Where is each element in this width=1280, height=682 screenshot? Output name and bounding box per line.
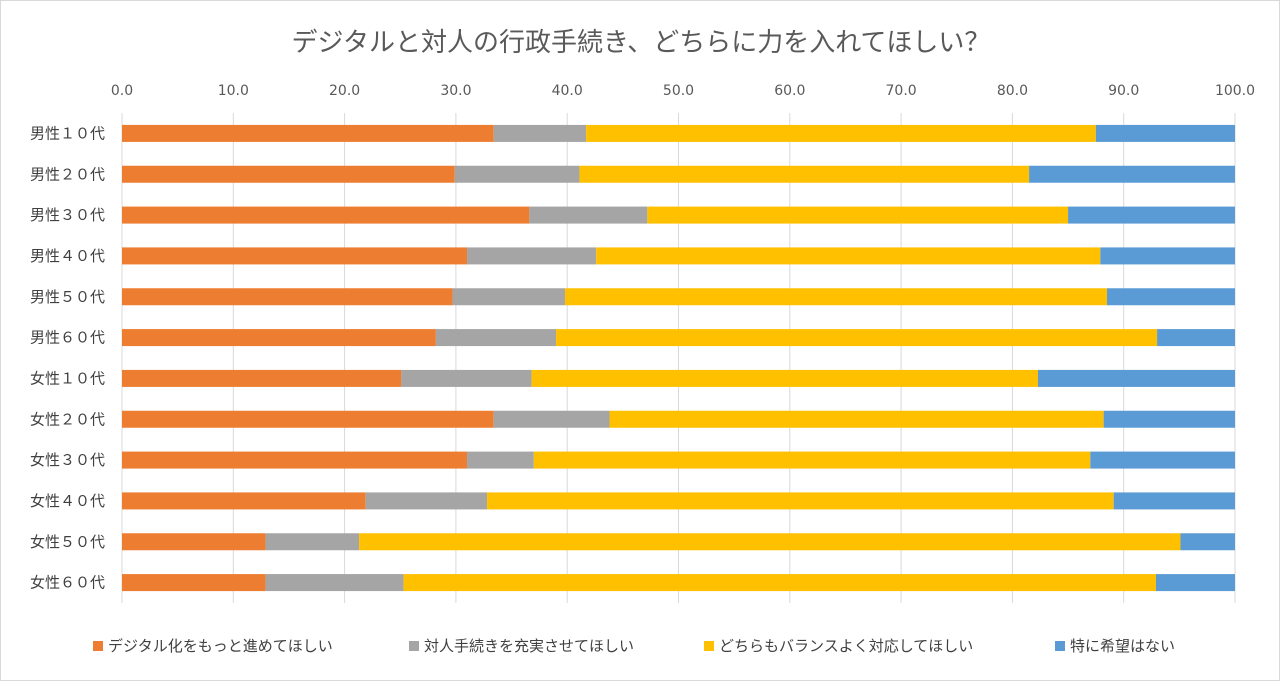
- bar-segment: [1113, 492, 1235, 510]
- bar-segment: [531, 369, 1038, 387]
- bar-segment: [122, 165, 455, 183]
- x-tick-label: 0.0: [111, 83, 133, 99]
- category-label: 男性２０代: [30, 165, 105, 183]
- bar-segment: [359, 533, 1181, 551]
- x-tick-label: 40.0: [552, 83, 583, 99]
- bar-segment: [122, 369, 402, 387]
- bar-segment: [1095, 124, 1235, 142]
- bar-segment: [435, 329, 557, 347]
- category-label: 男性５０代: [30, 288, 105, 306]
- legend-swatch: [93, 641, 103, 651]
- bar-segment: [596, 247, 1101, 265]
- bar-segment: [579, 165, 1030, 183]
- gridlines: [121, 113, 1236, 603]
- bars: [122, 124, 1235, 592]
- bar-segment: [122, 329, 436, 347]
- x-tick-label: 10.0: [218, 83, 249, 99]
- bar-segment: [122, 574, 266, 592]
- bar-segment: [122, 247, 468, 265]
- category-label: 女性２０代: [30, 410, 105, 428]
- x-tick-label: 50.0: [663, 83, 694, 99]
- bar-segment: [1090, 451, 1235, 469]
- x-tick-label: 100.0: [1215, 83, 1255, 99]
- bar-segment: [122, 410, 494, 428]
- bar-segment: [1037, 369, 1235, 387]
- bar-segment: [1029, 165, 1235, 183]
- bar-segment: [533, 451, 1091, 469]
- x-tick-label: 20.0: [329, 83, 360, 99]
- bar-segment: [1157, 329, 1235, 347]
- bar-segment: [1100, 247, 1235, 265]
- bar-segment: [647, 206, 1069, 224]
- x-tick-label: 30.0: [440, 83, 471, 99]
- bar-segment: [122, 533, 266, 551]
- chart-title: デジタルと対人の行政手続き、どちらに力を入れてほしい？: [292, 28, 991, 58]
- category-label: 男性４０代: [30, 247, 105, 265]
- category-label: 女性３０代: [30, 451, 105, 469]
- category-label: 女性４０代: [30, 492, 105, 510]
- category-label: 男性３０代: [30, 206, 105, 224]
- bar-segment: [1180, 533, 1235, 551]
- bar-segment: [1107, 288, 1235, 306]
- bar-segment: [122, 451, 468, 469]
- legend: デジタル化をもっと進めてほしい 対人手続きを充実させてほしい どちらもバランスよく対…: [93, 637, 1175, 655]
- bar-segment: [403, 574, 1156, 592]
- category-label: 女性５０代: [30, 533, 105, 551]
- bar-segment: [265, 533, 360, 551]
- legend-label: 対人手続きを充実させてほしい: [424, 637, 634, 655]
- bar-segment: [564, 288, 1108, 306]
- bar-segment: [122, 124, 494, 142]
- bar-segment: [556, 329, 1158, 347]
- bar-segment: [586, 124, 1096, 142]
- category-label: 女性６０代: [30, 574, 105, 592]
- legend-label: デジタル化をもっと進めてほしい: [108, 637, 333, 655]
- x-axis-ticks: 0.0 10.0 20.0 30.0 40.0 50.0 60.0 70.0 80.0 90.0 1…: [111, 83, 1255, 99]
- category-label: 女性１０代: [30, 369, 105, 387]
- bar-segment: [467, 451, 534, 469]
- category-label: 男性６０代: [30, 329, 105, 347]
- bar-segment: [122, 206, 530, 224]
- bar-segment: [493, 124, 587, 142]
- bar-segment: [609, 410, 1104, 428]
- bar-segment: [529, 206, 648, 224]
- legend-swatch: [704, 641, 714, 651]
- x-tick-label: 80.0: [997, 83, 1028, 99]
- category-label: 男性１０代: [30, 124, 105, 142]
- bar-segment: [265, 574, 404, 592]
- bar-segment: [122, 288, 453, 306]
- y-axis-categories: 男性１０代男性２０代男性３０代男性４０代男性５０代男性６０代女性１０代女性２０代…: [30, 124, 105, 591]
- bar-segment: [1155, 574, 1235, 592]
- bar-segment: [493, 410, 610, 428]
- bar-segment: [365, 492, 488, 510]
- bar-segment: [1068, 206, 1235, 224]
- bar-segment: [467, 247, 597, 265]
- legend-label: どちらもバランスよく対応してほしい: [719, 637, 973, 655]
- legend-swatch: [1055, 641, 1065, 651]
- bar-segment: [122, 492, 366, 510]
- legend-swatch: [409, 641, 419, 651]
- x-tick-label: 70.0: [886, 83, 917, 99]
- bar-segment: [487, 492, 1114, 510]
- bar-segment: [1103, 410, 1235, 428]
- bar-segment: [454, 165, 580, 183]
- bar-segment: [401, 369, 532, 387]
- bar-segment: [452, 288, 565, 306]
- x-tick-label: 60.0: [774, 83, 805, 99]
- x-tick-label: 90.0: [1108, 83, 1139, 99]
- legend-label: 特に希望はない: [1070, 637, 1175, 655]
